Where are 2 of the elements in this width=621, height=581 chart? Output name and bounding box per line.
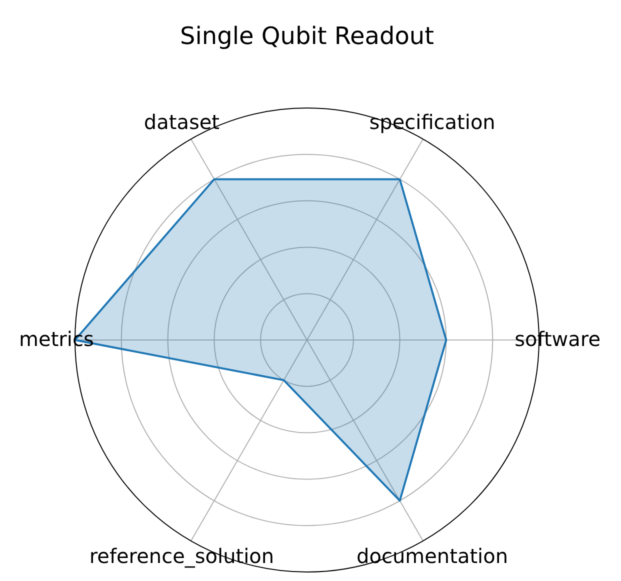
chart-title: Single Qubit Readout [180,22,434,50]
spoke-label: dataset [144,110,220,134]
